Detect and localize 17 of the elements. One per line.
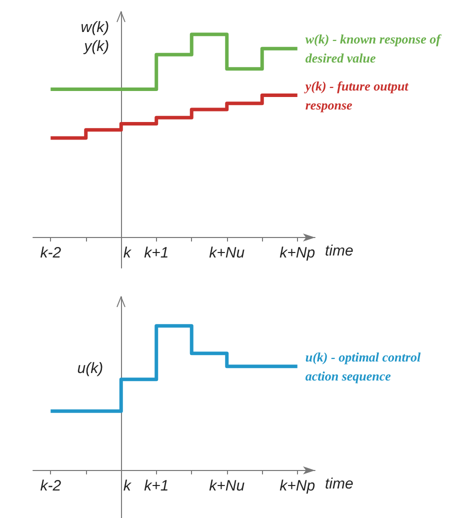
series-label: u(k) - optimal control action sequence xyxy=(305,349,424,384)
x-tick-label: k xyxy=(123,244,132,262)
series-label: w(k) - known response of desired value xyxy=(305,32,444,66)
x-tick-label: k+Np xyxy=(280,244,316,262)
x-axis-title: time xyxy=(325,242,354,260)
x-tick-label: k+1 xyxy=(144,244,169,262)
y-axis-title: w(k) y(k) xyxy=(80,19,110,55)
x-tick-label: k+Nu xyxy=(209,477,246,494)
x-tick-label: k+1 xyxy=(144,477,169,494)
y-axis-title: u(k) xyxy=(77,360,104,377)
x-axis-title: time xyxy=(325,475,354,492)
x-tick-label: k+Np xyxy=(280,477,316,494)
x-tick-label: k xyxy=(123,477,132,494)
x-tick-label: k-2 xyxy=(40,477,62,494)
series-label: y(k) - future output response xyxy=(303,78,412,112)
x-tick-label: k-2 xyxy=(40,244,62,262)
x-tick-label: k+Nu xyxy=(209,244,246,262)
